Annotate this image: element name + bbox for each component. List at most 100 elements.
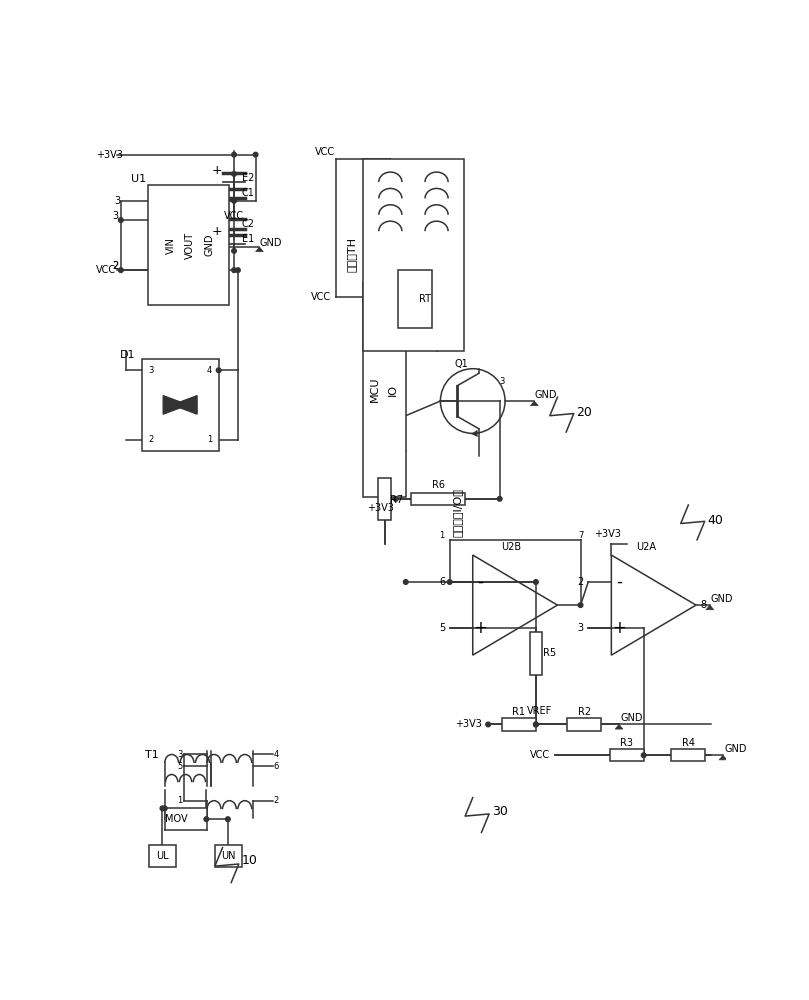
Text: 8: 8 [701, 600, 707, 610]
Bar [502, 718, 536, 731]
Bar [398, 270, 432, 328]
Circle shape [231, 199, 236, 203]
Text: 40: 40 [707, 514, 723, 527]
Polygon shape [719, 755, 726, 760]
Text: 3: 3 [112, 211, 119, 221]
Text: +: + [212, 225, 222, 238]
Text: R1: R1 [512, 707, 526, 717]
Bar [610, 749, 644, 761]
Circle shape [119, 268, 123, 272]
Text: 10: 10 [242, 854, 257, 867]
Text: VOUT: VOUT [185, 232, 195, 259]
Polygon shape [615, 724, 623, 729]
Circle shape [534, 722, 538, 727]
Text: GND: GND [621, 713, 643, 723]
Text: MOV: MOV [165, 814, 188, 824]
Bar [148, 185, 229, 305]
Bar [379, 478, 391, 520]
Circle shape [498, 497, 502, 501]
Text: VCC: VCC [315, 147, 335, 157]
Text: 6: 6 [273, 762, 279, 771]
Text: VREF: VREF [527, 706, 553, 716]
Text: R2: R2 [578, 707, 591, 717]
Circle shape [231, 268, 236, 272]
Bar [142, 359, 218, 451]
Bar [150, 845, 176, 867]
Text: UL: UL [156, 851, 169, 861]
Text: VCC: VCC [224, 211, 244, 221]
Text: 2: 2 [578, 577, 583, 587]
Text: 4: 4 [273, 750, 279, 759]
Bar [165, 808, 207, 830]
Text: VCC: VCC [311, 292, 331, 302]
Circle shape [216, 368, 221, 373]
Circle shape [231, 249, 236, 253]
Text: 3: 3 [148, 366, 154, 375]
Text: Q1: Q1 [455, 359, 468, 369]
Text: +3V3: +3V3 [594, 529, 621, 539]
Text: D1: D1 [120, 350, 136, 360]
Text: 3: 3 [115, 196, 121, 206]
Circle shape [447, 580, 452, 584]
Text: 30: 30 [492, 805, 507, 818]
FancyArrow shape [468, 423, 477, 437]
Polygon shape [163, 396, 188, 414]
Circle shape [235, 268, 240, 272]
Circle shape [231, 152, 236, 157]
Text: 1: 1 [207, 435, 212, 444]
Circle shape [204, 817, 209, 821]
Text: 2: 2 [148, 435, 154, 444]
Circle shape [642, 753, 646, 758]
Text: +: + [473, 619, 487, 637]
Text: GND: GND [260, 238, 282, 248]
Text: +3V3: +3V3 [96, 150, 123, 160]
Circle shape [226, 817, 231, 821]
Text: 3: 3 [499, 377, 505, 386]
Polygon shape [172, 396, 197, 414]
Text: 5: 5 [177, 762, 183, 771]
Circle shape [119, 218, 123, 222]
Text: +3V3: +3V3 [367, 503, 394, 513]
Circle shape [534, 580, 538, 584]
Circle shape [486, 722, 490, 727]
Text: VCC: VCC [530, 750, 550, 760]
Bar [567, 718, 601, 731]
Circle shape [404, 580, 408, 584]
Text: 20: 20 [577, 406, 592, 419]
Text: R3: R3 [621, 738, 633, 748]
Text: C1: C1 [241, 188, 254, 198]
Text: 3: 3 [578, 623, 583, 633]
Text: 3: 3 [177, 750, 183, 759]
Bar [671, 749, 705, 761]
Text: +: + [212, 164, 222, 177]
Polygon shape [706, 605, 714, 610]
Text: T1: T1 [146, 750, 159, 760]
Text: GND: GND [725, 744, 748, 754]
Text: -: - [477, 573, 484, 591]
Polygon shape [531, 401, 538, 406]
Bar [363, 158, 464, 351]
Text: IO: IO [388, 383, 398, 395]
Circle shape [534, 722, 538, 727]
Text: R6: R6 [431, 480, 445, 490]
Text: R7: R7 [390, 495, 404, 505]
Text: +: + [612, 619, 626, 637]
Text: 5: 5 [438, 623, 445, 633]
Text: MCU: MCU [370, 377, 380, 402]
Text: 接单片机I/O口: 接单片机I/O口 [452, 488, 463, 537]
Text: UN: UN [221, 851, 235, 861]
Text: VIN: VIN [166, 237, 176, 254]
Circle shape [578, 603, 582, 607]
Circle shape [163, 806, 167, 811]
Text: U2A: U2A [636, 542, 656, 552]
Text: GND: GND [205, 234, 214, 256]
Text: 2: 2 [112, 261, 119, 271]
Text: 2: 2 [112, 261, 119, 271]
Circle shape [253, 152, 258, 157]
Circle shape [160, 806, 165, 811]
Bar [215, 845, 242, 867]
Text: E1: E1 [242, 234, 254, 244]
Bar [530, 632, 542, 675]
Circle shape [231, 172, 236, 176]
Text: 6: 6 [439, 577, 445, 587]
